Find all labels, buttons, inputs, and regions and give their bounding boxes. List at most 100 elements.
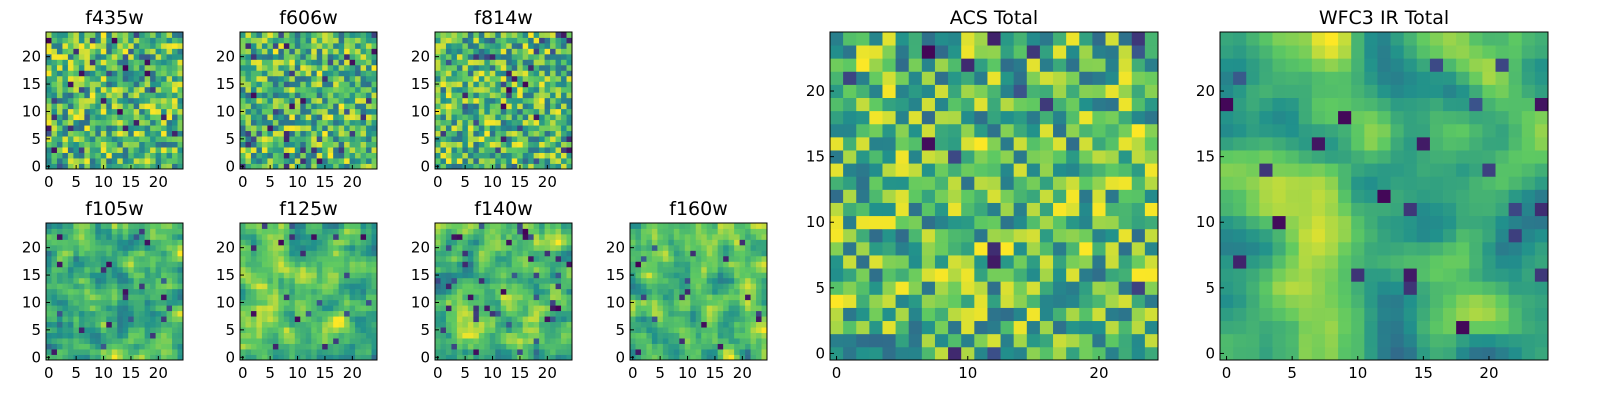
heatmap-cell bbox=[662, 283, 669, 290]
heatmap-cell bbox=[522, 48, 529, 55]
heatmap-cell bbox=[117, 114, 124, 121]
heatmap-cell bbox=[139, 321, 146, 328]
heatmap-cell bbox=[311, 244, 318, 251]
heatmap-cell bbox=[73, 86, 80, 93]
heatmap-cell bbox=[712, 332, 719, 339]
heatmap-cell bbox=[62, 59, 69, 66]
heatmap-cell bbox=[566, 283, 573, 290]
heatmap-cell bbox=[712, 272, 719, 279]
heatmap-cell bbox=[144, 136, 151, 142]
heatmap-cell bbox=[128, 343, 135, 350]
heatmap-cell bbox=[67, 37, 74, 44]
heatmap-cell bbox=[67, 332, 74, 339]
heatmap-cell bbox=[500, 152, 507, 159]
heatmap-cell bbox=[84, 354, 91, 361]
heatmap-cell bbox=[56, 223, 63, 229]
heatmap-cell bbox=[668, 266, 675, 273]
heatmap-cell bbox=[256, 316, 263, 323]
heatmap-cell bbox=[550, 103, 556, 110]
heatmap-cell bbox=[122, 53, 129, 60]
heatmap-cell bbox=[723, 228, 730, 235]
heatmap-cell bbox=[856, 268, 870, 282]
heatmap-cell bbox=[300, 163, 307, 170]
heatmap-cell bbox=[333, 163, 340, 170]
heatmap-cell bbox=[456, 108, 463, 115]
heatmap-cell bbox=[84, 130, 91, 137]
heatmap-cell bbox=[349, 310, 356, 317]
heatmap-cell bbox=[95, 294, 102, 301]
heatmap-cell bbox=[506, 233, 513, 240]
heatmap-cell bbox=[451, 97, 458, 104]
heatmap-cell bbox=[544, 125, 551, 132]
heatmap-cell bbox=[316, 277, 323, 284]
heatmap-cell bbox=[511, 277, 518, 284]
heatmap-cell bbox=[690, 305, 697, 312]
heatmap-cell bbox=[172, 152, 178, 159]
heatmap-cell bbox=[539, 103, 545, 110]
heatmap-cell bbox=[500, 277, 507, 284]
heatmap-cell bbox=[322, 42, 329, 49]
heatmap-cell bbox=[111, 223, 118, 229]
heatmap-cell bbox=[478, 92, 485, 99]
heatmap-cell bbox=[1079, 123, 1093, 138]
heatmap-cell bbox=[566, 163, 573, 170]
heatmap-cell bbox=[701, 321, 708, 328]
heatmap-cell bbox=[278, 75, 285, 82]
heatmap-cell bbox=[561, 42, 567, 49]
heatmap-cell bbox=[161, 266, 167, 273]
heatmap-cell bbox=[355, 343, 361, 350]
heatmap-cell bbox=[344, 92, 350, 99]
heatmap-cell bbox=[555, 136, 562, 142]
heatmap-cell bbox=[555, 75, 562, 82]
heatmap-cell bbox=[305, 152, 312, 159]
heatmap-cell bbox=[289, 321, 296, 328]
heatmap-cell bbox=[355, 158, 361, 164]
heatmap-cell bbox=[245, 250, 252, 257]
heatmap-cell bbox=[366, 223, 372, 229]
heatmap-cell bbox=[522, 81, 529, 88]
heatmap-cell bbox=[51, 223, 58, 229]
heatmap-cell bbox=[630, 310, 636, 317]
heatmap-cell bbox=[150, 239, 156, 246]
heatmap-cell bbox=[657, 250, 664, 257]
heatmap-cell bbox=[987, 281, 1001, 295]
heatmap-cell bbox=[1053, 241, 1067, 256]
heatmap-cell bbox=[561, 158, 567, 164]
heatmap-cell bbox=[484, 42, 491, 49]
heatmap-cell bbox=[934, 255, 949, 269]
heatmap-cell bbox=[355, 239, 361, 246]
heatmap-cell bbox=[250, 244, 257, 251]
heatmap-cell bbox=[155, 261, 162, 268]
heatmap-cell bbox=[745, 327, 751, 333]
heatmap-cell bbox=[544, 305, 551, 312]
heatmap-cell bbox=[668, 283, 675, 290]
heatmap-cell bbox=[344, 244, 350, 251]
heatmap-cell bbox=[56, 338, 63, 344]
heatmap-cell bbox=[278, 283, 285, 290]
heatmap-cell bbox=[261, 261, 268, 268]
heatmap-cell bbox=[561, 223, 567, 229]
heatmap-cell bbox=[843, 176, 857, 190]
heatmap-cell bbox=[333, 272, 340, 279]
heatmap-cell bbox=[723, 261, 730, 268]
heatmap-cell bbox=[717, 244, 724, 251]
heatmap-cell bbox=[467, 141, 474, 148]
heatmap-cell bbox=[122, 354, 129, 361]
heatmap-cell bbox=[451, 272, 458, 279]
heatmap-cell bbox=[177, 354, 184, 361]
heatmap-cell bbox=[150, 53, 156, 60]
heatmap-cell bbox=[723, 272, 730, 279]
heatmap-cell bbox=[830, 123, 844, 138]
heatmap-cell bbox=[371, 283, 378, 290]
heatmap-cell bbox=[451, 81, 458, 88]
heatmap-cell bbox=[679, 354, 686, 361]
heatmap-cell bbox=[495, 250, 502, 257]
heatmap-cell bbox=[283, 228, 290, 235]
heatmap-cell bbox=[117, 310, 124, 317]
heatmap-cell bbox=[245, 228, 252, 235]
heatmap-cell bbox=[89, 103, 96, 110]
heatmap-cell bbox=[690, 338, 697, 344]
heatmap-cell bbox=[349, 158, 356, 164]
heatmap-cell bbox=[338, 81, 345, 88]
heatmap-cell bbox=[311, 97, 318, 104]
